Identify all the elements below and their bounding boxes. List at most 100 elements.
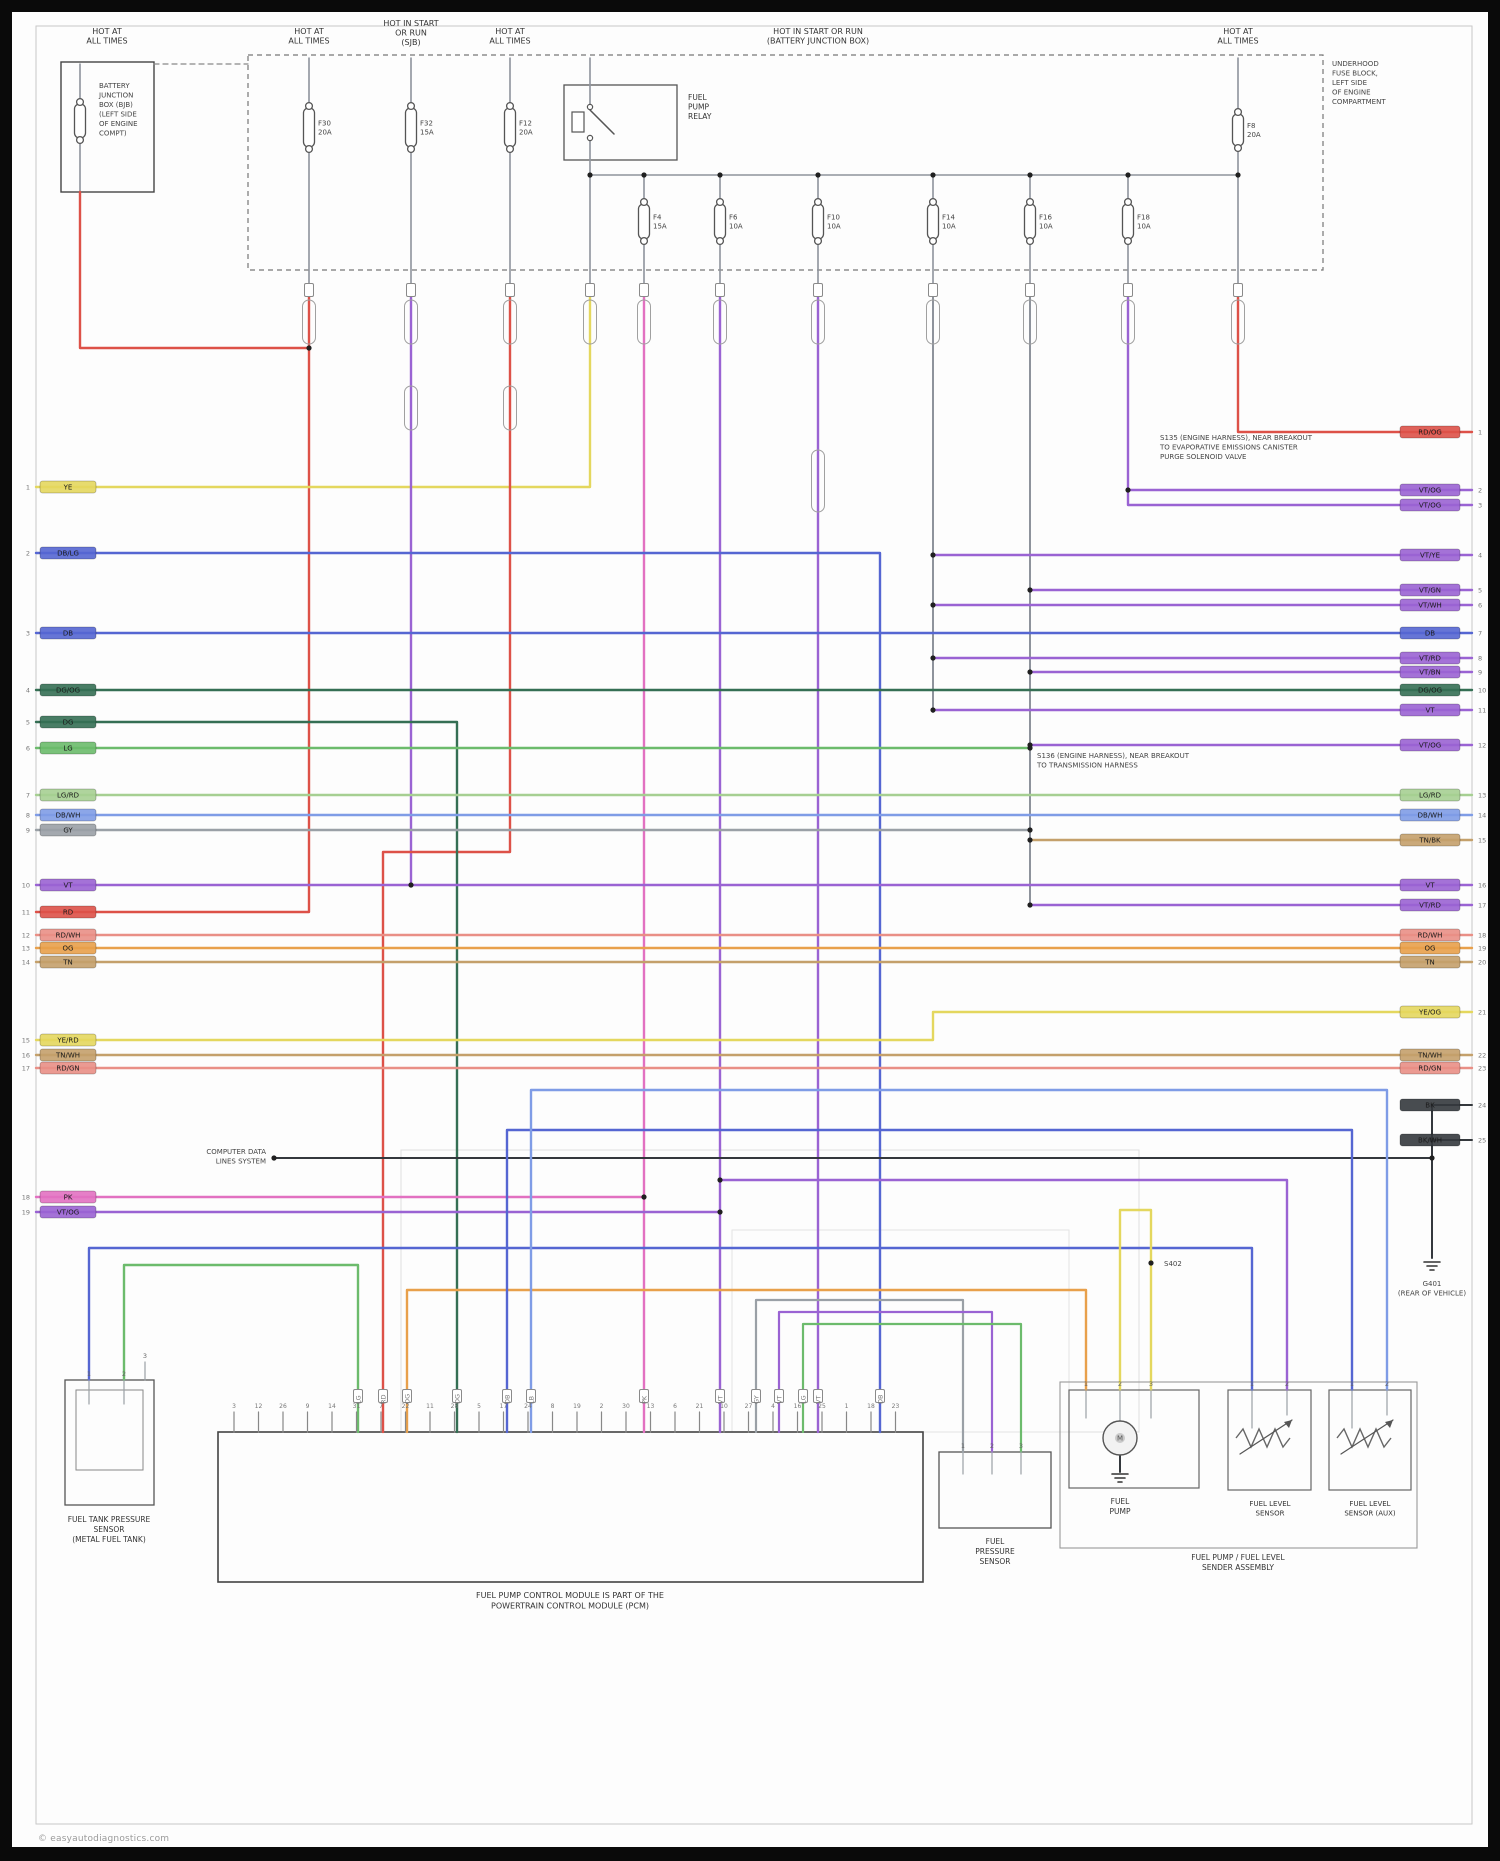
wire-code-pill xyxy=(1399,928,1461,942)
edge-pin-number: 2 xyxy=(26,550,30,558)
edge-pin-number: 16 xyxy=(22,1052,30,1060)
fuse-terminal xyxy=(715,236,725,246)
inline-connector xyxy=(813,1389,823,1403)
fuse-body xyxy=(404,107,418,148)
edge-pin-number: 17 xyxy=(1478,902,1486,910)
wire-code: OG xyxy=(1425,945,1436,953)
fuse-terminal xyxy=(639,197,649,207)
yellow-row-15 xyxy=(34,1010,1474,1042)
edge-pin-number: 4 xyxy=(26,687,30,695)
wire-code-pill xyxy=(39,626,97,640)
edge-pin-number: 12 xyxy=(22,932,30,940)
wire-code-pill xyxy=(1399,808,1461,822)
fuel-pump-inner-box xyxy=(1068,1389,1200,1489)
pcm-pin-number: 22 xyxy=(402,1403,410,1410)
connector-oval xyxy=(926,299,940,345)
component-pin-number: 2 xyxy=(990,1442,994,1450)
junction-dot xyxy=(717,172,723,178)
inline-connector xyxy=(378,1389,388,1403)
pcm-pin-number: 31 xyxy=(353,1403,361,1410)
wire-code: VT/BN xyxy=(1419,669,1440,677)
fuse-terminal xyxy=(1233,143,1243,153)
junction-dot xyxy=(641,1194,647,1200)
pcm-wire-code: VT xyxy=(717,1396,725,1404)
wire-code-pill xyxy=(1399,941,1461,955)
pcm-pin-number: 24 xyxy=(524,1403,532,1410)
ground-label: G401 (REAR OF VEHICLE) xyxy=(1398,1280,1466,1298)
header-right: HOT AT ALL TIMES xyxy=(1217,27,1258,46)
pcm-pin-number: 6 xyxy=(673,1403,677,1410)
inline-connector xyxy=(875,1389,885,1403)
edge-pin-number: 18 xyxy=(1478,932,1486,940)
pcm-pin-number: 8 xyxy=(551,1403,555,1410)
pump-caption: FUEL PUMP xyxy=(1109,1497,1130,1516)
junction-dot xyxy=(930,552,936,558)
wire-code: PK xyxy=(64,1194,73,1202)
junction-dot xyxy=(930,172,936,178)
wire-code-pill xyxy=(39,683,97,697)
fps-gray-loop xyxy=(754,1298,965,1454)
connector-oval xyxy=(503,385,517,431)
inline-connector xyxy=(1233,283,1243,297)
junction-dot xyxy=(1027,837,1033,843)
wire-code: TN/BK xyxy=(1418,837,1441,845)
wire-code: TN/WH xyxy=(55,1052,80,1060)
pcm-pin-number: 2 xyxy=(600,1403,604,1410)
relay-blade xyxy=(589,109,615,135)
edge-pin-number: 22 xyxy=(1478,1052,1486,1060)
pcm-caption: FUEL PUMP CONTROL MODULE IS PART OF THE P… xyxy=(476,1591,664,1611)
edge-pin-number: 8 xyxy=(1478,655,1482,663)
connector-oval xyxy=(404,385,418,431)
edge-pin-number: 11 xyxy=(22,909,30,917)
pcm-wire-code: VT xyxy=(815,1396,823,1404)
fuse-body xyxy=(811,203,825,240)
connector-oval xyxy=(811,299,825,345)
level-violet-loop xyxy=(718,1178,1289,1392)
junction-dot xyxy=(1027,587,1033,593)
fuse-label: F10 10A xyxy=(827,214,841,231)
connector-oval xyxy=(713,299,727,345)
connector-oval xyxy=(503,299,517,345)
component-pin-number: 2 xyxy=(122,1370,126,1378)
wire-code-pill xyxy=(1399,878,1461,892)
junction-dot xyxy=(271,1155,277,1161)
pcm-pin-number: 17 xyxy=(500,1403,508,1410)
junction-dot xyxy=(815,172,821,178)
wire-code-pill xyxy=(1399,955,1461,969)
wire-code-pill xyxy=(39,1048,97,1062)
wire-code-pill xyxy=(1399,498,1461,512)
wire-code-pill xyxy=(1399,548,1461,562)
pcm-pin-number: 21 xyxy=(696,1403,704,1410)
wire-code-pill xyxy=(39,941,97,955)
junction-dot xyxy=(717,1177,723,1183)
fuse-terminal xyxy=(406,144,416,154)
pcm-pin-number: 5 xyxy=(477,1403,481,1410)
pcm-pin-number: 3 xyxy=(232,1403,236,1410)
wire-code: RD/WH xyxy=(1418,932,1443,940)
edge-pin-number: 9 xyxy=(26,827,30,835)
wire-code: VT/GN xyxy=(1419,587,1441,595)
pcm-pin-number: 27 xyxy=(745,1403,753,1410)
junction-dot xyxy=(1027,745,1033,751)
fuse-terminal xyxy=(639,236,649,246)
pcm-box xyxy=(217,1431,924,1583)
edge-pin-number: 13 xyxy=(1478,792,1486,800)
edge-pin-number: 3 xyxy=(1478,502,1482,510)
wire-code: RD/WH xyxy=(56,932,81,940)
component-pin-number: 3 xyxy=(1149,1380,1153,1388)
junction-dot xyxy=(408,882,414,888)
junction-dot xyxy=(587,172,593,178)
wire-code: YE/RD xyxy=(56,1037,78,1045)
wire-code-pill xyxy=(1399,425,1461,439)
data-lines-label: COMPUTER DATA LINES SYSTEM xyxy=(206,1148,266,1166)
ftps-blue-loop xyxy=(87,1246,1254,1392)
ftps-green-loop xyxy=(122,1263,360,1434)
pcm-wire-code: OG xyxy=(404,1394,412,1404)
inline-connector xyxy=(585,283,595,297)
fuse-body xyxy=(1023,203,1037,240)
fuse-terminal xyxy=(1123,197,1133,207)
junction-dot xyxy=(1027,669,1033,675)
edge-pin-number: 21 xyxy=(1478,1009,1486,1017)
inline-connector xyxy=(505,283,515,297)
